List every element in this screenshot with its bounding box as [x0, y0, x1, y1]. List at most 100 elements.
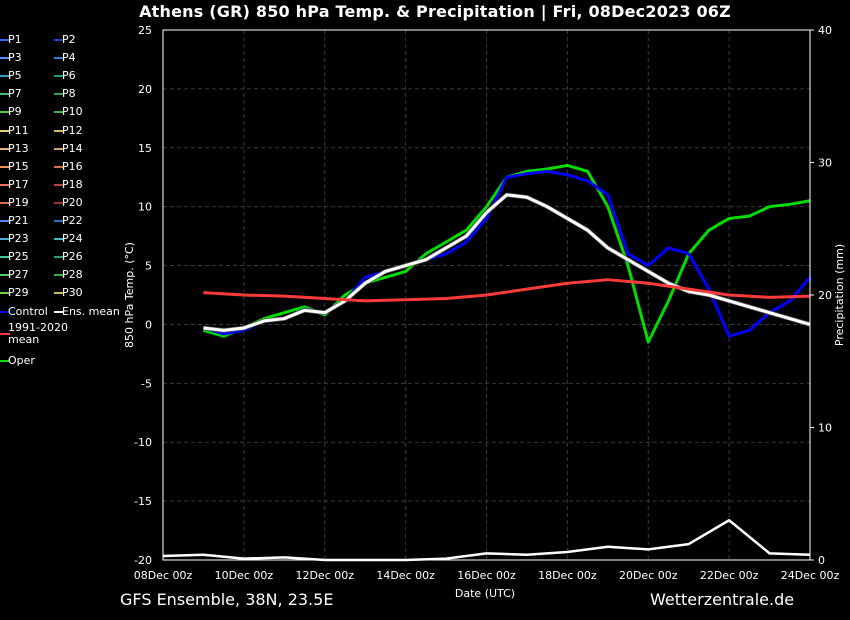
chart-title: Athens (GR) 850 hPa Temp. & Precipitatio… — [139, 2, 731, 21]
x-tick-label: 14Dec 00z — [376, 569, 435, 582]
legend-label: Ens. mean — [62, 304, 120, 318]
legend-swatch — [54, 147, 64, 150]
legend-swatch — [0, 39, 10, 41]
legend-swatch — [0, 332, 10, 335]
legend-label: P11 — [8, 123, 29, 137]
series-line-ens-mean — [203, 193, 811, 332]
plot-frame — [162, 29, 811, 561]
legend-swatch — [0, 310, 10, 313]
y2-tick-label: 30 — [818, 157, 832, 170]
legend-swatch — [54, 274, 64, 277]
legend-label: P13 — [8, 141, 29, 155]
legend-label: P26 — [62, 250, 83, 264]
x-tick-label: 10Dec 00z — [215, 569, 274, 582]
legend-swatch — [0, 256, 10, 259]
legend-label: P1 — [8, 33, 22, 46]
legend-label: P17 — [8, 177, 29, 191]
legend-label: Control — [8, 304, 48, 318]
series-lines — [162, 163, 812, 562]
legend-label: P19 — [8, 195, 29, 209]
legend-swatch — [0, 57, 10, 60]
legend-swatch — [0, 111, 10, 114]
y2-tick-label: 10 — [818, 422, 832, 435]
legend-swatch — [0, 93, 10, 96]
legend-swatch — [54, 57, 64, 60]
y2-tick-label: 40 — [818, 24, 832, 37]
legend-label: P3 — [8, 51, 22, 65]
legend-label: P15 — [8, 159, 29, 173]
precipitation-line — [162, 519, 811, 562]
axes: -20 -15 -10 -5 0 5 10 15 20 25 08Dec 00z 10Dec 00z 1… — [134, 24, 840, 582]
legend-swatch — [54, 310, 64, 313]
y-tick-label: 25 — [138, 24, 152, 37]
legend-swatch — [0, 292, 10, 295]
y-tick-label: 10 — [138, 201, 152, 214]
y-tick-label: -10 — [134, 436, 152, 449]
legend-label: P25 — [8, 250, 29, 264]
legend-label: P10 — [62, 105, 83, 119]
x-axis-label: Date (UTC) — [455, 587, 515, 600]
y-tick-label: 20 — [138, 83, 152, 96]
legend-swatch — [0, 274, 10, 277]
legend-swatch — [54, 292, 64, 295]
x-tick-label: 24Dec 00z — [781, 569, 840, 582]
legend-swatch — [0, 201, 10, 204]
legend-label: P7 — [8, 87, 22, 101]
legend-label: Oper — [8, 353, 35, 367]
legend-swatch — [54, 129, 64, 132]
y2-axis-label: Precipitation (mm) — [833, 244, 846, 346]
y-tick-label: -20 — [134, 554, 152, 567]
legend-swatch — [0, 359, 10, 362]
legend-label: P27 — [8, 268, 29, 282]
legend-swatch — [54, 93, 64, 96]
legend-swatch — [54, 238, 64, 241]
legend-label: 1991-2020 mean — [8, 320, 68, 346]
legend-swatch — [0, 75, 10, 78]
legend-label: P21 — [8, 214, 29, 227]
legend-swatch — [54, 39, 64, 41]
legend-swatch — [0, 220, 10, 222]
y-axis-label: 850 hPa Temp. (°C) — [123, 242, 136, 348]
legend-label: P20 — [62, 195, 83, 209]
series-line-1991-2020-mean — [203, 278, 811, 303]
y-tick-label: -5 — [141, 377, 152, 390]
y-tick-label: -15 — [134, 495, 152, 508]
legend-label: P9 — [8, 105, 22, 119]
legend-swatch — [0, 183, 10, 186]
legend-swatch — [0, 129, 10, 132]
y2-tick-label: 20 — [818, 289, 832, 302]
legend-swatch — [0, 165, 10, 168]
x-tick-label: 22Dec 00z — [700, 569, 759, 582]
legend-label: P18 — [62, 177, 83, 191]
legend-label: P29 — [8, 286, 29, 300]
legend-label: P24 — [62, 232, 83, 246]
legend-label: P30 — [62, 286, 83, 300]
legend-label: P12 — [62, 123, 83, 137]
legend-label: P4 — [62, 51, 76, 65]
legend-swatch — [54, 111, 64, 114]
legend-label: P6 — [62, 69, 76, 83]
x-tick-label: 12Dec 00z — [295, 569, 354, 582]
legend-label: P28 — [62, 268, 83, 282]
footer-source: Wetterzentrale.de — [650, 590, 795, 609]
legend-label: P2 — [62, 33, 76, 46]
legend-label: P8 — [62, 87, 76, 101]
legend-label: P14 — [62, 141, 83, 155]
legend-swatch — [0, 238, 10, 241]
x-tick-label: 16Dec 00z — [457, 569, 516, 582]
y-tick-label: 0 — [145, 318, 152, 331]
y-tick-label: 15 — [138, 142, 152, 155]
y2-tick-label: 0 — [818, 554, 825, 567]
footer-model-info: GFS Ensemble, 38N, 23.5E — [120, 590, 334, 609]
legend-swatch — [54, 256, 64, 259]
x-tick-label: 20Dec 00z — [619, 569, 678, 582]
legend-swatch — [54, 201, 64, 204]
legend-label: P5 — [8, 69, 22, 83]
x-tick-label: 08Dec 00z — [134, 569, 193, 582]
legend-label: P23 — [8, 232, 29, 246]
legend-swatch — [54, 75, 64, 78]
legend-swatch — [54, 220, 64, 222]
legend-label: P16 — [62, 159, 83, 173]
x-tick-label: 18Dec 00z — [538, 569, 597, 582]
